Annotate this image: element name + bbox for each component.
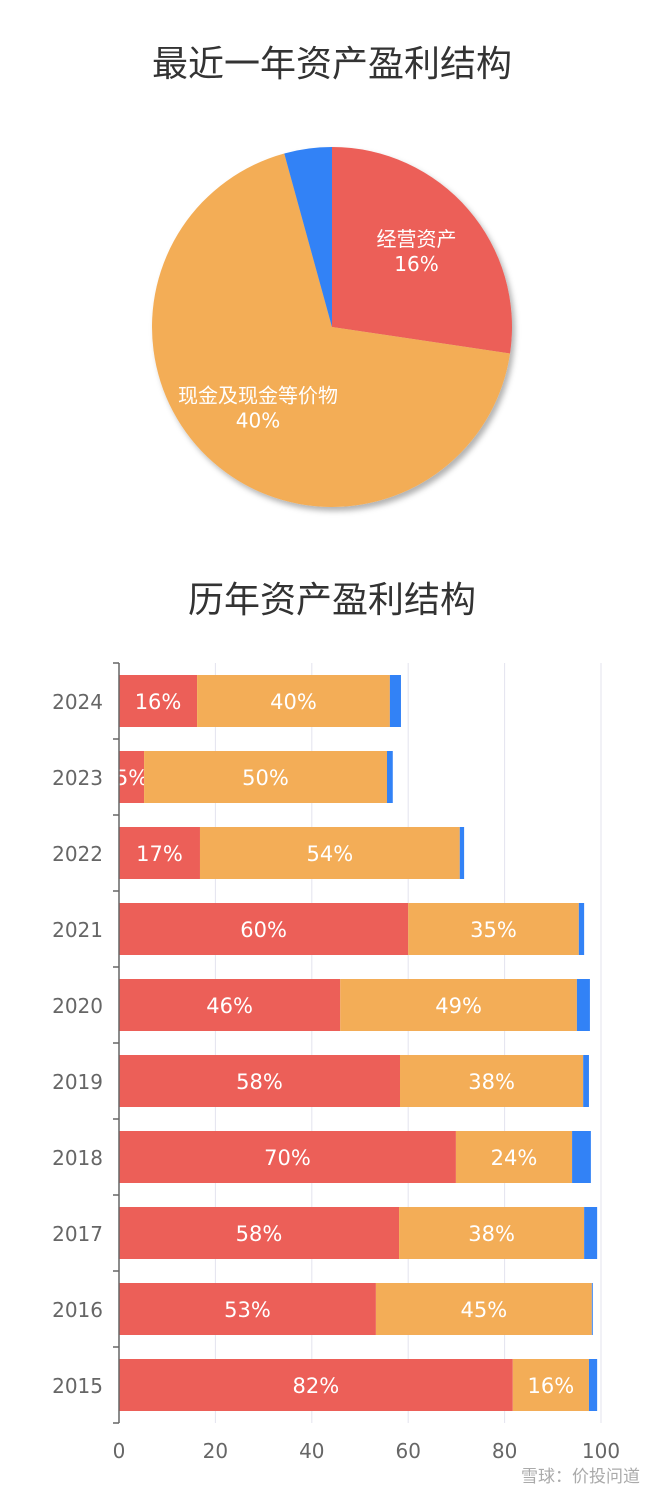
pie-slice-name: 现金及现金等价物 bbox=[178, 384, 338, 408]
bar-segment bbox=[199, 827, 460, 879]
bar-label: 35% bbox=[470, 918, 517, 942]
bar-segment bbox=[144, 751, 387, 803]
y-tick-label: 2016 bbox=[52, 1298, 103, 1322]
bar-label: 82% bbox=[293, 1374, 340, 1398]
y-tick-label: 2018 bbox=[52, 1146, 103, 1170]
pie-slice-name: 经营资产 bbox=[377, 227, 457, 251]
bar-segment bbox=[572, 1131, 591, 1183]
bar-label: 60% bbox=[240, 918, 287, 942]
bar-label: 49% bbox=[435, 994, 482, 1018]
bar-segment bbox=[119, 1359, 513, 1411]
bar-segment bbox=[389, 675, 401, 727]
bar-segment bbox=[400, 1055, 584, 1107]
bar-segment bbox=[375, 1283, 592, 1335]
bar-segment bbox=[119, 827, 200, 879]
pie-slice-label: 16% bbox=[394, 252, 438, 276]
bar-chart: 0 20 40 60 80 100 16% 40% 2024 5% 50% 2023 17% 54% 202… bbox=[52, 662, 620, 1463]
y-tick-label: 2019 bbox=[52, 1070, 103, 1094]
bar-label: 38% bbox=[468, 1070, 515, 1094]
x-tick-label: 40 bbox=[299, 1439, 324, 1463]
bar-segment bbox=[119, 1055, 401, 1107]
bar-label: 45% bbox=[461, 1298, 508, 1322]
bar-segment bbox=[576, 979, 590, 1031]
bar-segment bbox=[583, 1055, 589, 1107]
bar-label: 16% bbox=[135, 690, 182, 714]
y-tick-label: 2022 bbox=[52, 842, 103, 866]
bar-label: 16% bbox=[528, 1374, 575, 1398]
bar-label: 5% bbox=[115, 766, 148, 790]
bar-title: 历年资产盈利结构 bbox=[188, 580, 476, 621]
x-tick-label: 20 bbox=[203, 1439, 228, 1463]
y-tick-label: 2017 bbox=[52, 1222, 103, 1246]
x-tick-label: 100 bbox=[582, 1439, 620, 1463]
pie-slice bbox=[332, 147, 513, 354]
bar-label: 54% bbox=[307, 842, 354, 866]
bar-label: 24% bbox=[491, 1146, 538, 1170]
pie-slice bbox=[152, 153, 511, 507]
y-tick-label: 2020 bbox=[52, 994, 103, 1018]
pie-title: 最近一年资产盈利结构 bbox=[152, 44, 512, 85]
y-tick-label: 2024 bbox=[52, 690, 103, 714]
bar-segment bbox=[459, 827, 465, 879]
bar-segment bbox=[119, 1207, 400, 1259]
bar-segment bbox=[119, 1131, 456, 1183]
y-tick-label: 2015 bbox=[52, 1374, 103, 1398]
bar-label: 40% bbox=[270, 690, 317, 714]
bar-segment bbox=[578, 903, 585, 955]
bar-segment bbox=[119, 751, 145, 803]
bar-segment bbox=[399, 1207, 585, 1259]
bar-label: 70% bbox=[264, 1146, 311, 1170]
x-tick-label: 80 bbox=[492, 1439, 517, 1463]
bar-segment bbox=[386, 751, 393, 803]
bar-label: 58% bbox=[236, 1222, 283, 1246]
y-tick-label: 2023 bbox=[52, 766, 103, 790]
bar-segment bbox=[119, 979, 341, 1031]
bar-segment bbox=[197, 675, 390, 727]
pie-slice bbox=[284, 147, 332, 327]
bar-label: 53% bbox=[224, 1298, 271, 1322]
bar-segment bbox=[455, 1131, 573, 1183]
bar-label: 17% bbox=[136, 842, 183, 866]
bar-segment bbox=[591, 1283, 593, 1335]
bar-segment bbox=[584, 1207, 598, 1259]
bar-label: 58% bbox=[236, 1070, 283, 1094]
bar-segment bbox=[340, 979, 577, 1031]
bar-segment bbox=[512, 1359, 589, 1411]
bar-label: 50% bbox=[242, 766, 289, 790]
bar-segment bbox=[408, 903, 579, 955]
y-tick-label: 2021 bbox=[52, 918, 103, 942]
x-tick-label: 60 bbox=[395, 1439, 420, 1463]
bar-segment bbox=[588, 1359, 598, 1411]
x-tick-label: 0 bbox=[113, 1439, 126, 1463]
bar-segment bbox=[119, 903, 409, 955]
pie-slice-label: 40% bbox=[236, 409, 280, 433]
watermark: 雪球：价投问道 bbox=[521, 1467, 640, 1487]
bar-label: 38% bbox=[468, 1222, 515, 1246]
bar-segment bbox=[119, 1283, 376, 1335]
bar-segment bbox=[119, 675, 198, 727]
bar-label: 46% bbox=[206, 994, 253, 1018]
